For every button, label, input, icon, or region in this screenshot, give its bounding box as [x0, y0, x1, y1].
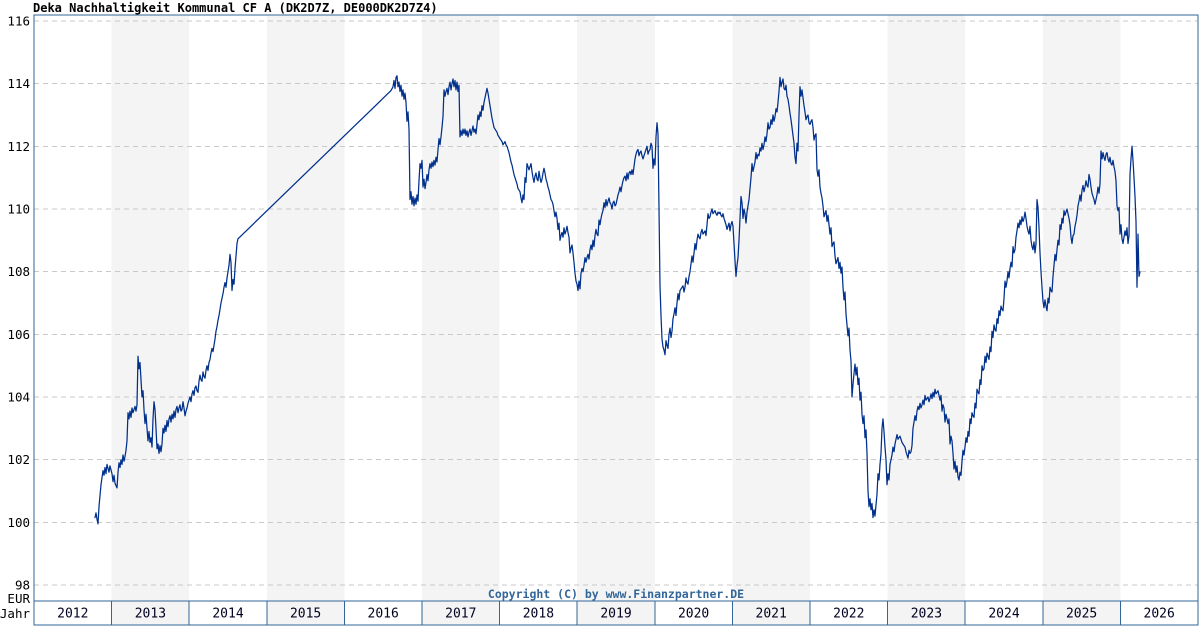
year-cell-label-2013: 2013: [135, 607, 166, 622]
year-cell-label-2023: 2023: [911, 607, 942, 622]
year-cell-2026: [1119, 600, 1199, 626]
year-cell-2020: [654, 600, 733, 626]
y-tick-label-102: 102: [7, 452, 30, 467]
price-line: [94, 75, 1141, 525]
y-tick-label-104: 104: [7, 389, 30, 404]
year-cell-label-2024: 2024: [988, 607, 1019, 622]
year-band-2018: [499, 15, 578, 601]
year-cell-2013: [111, 600, 190, 626]
year-cell-label-2016: 2016: [368, 607, 399, 622]
year-band-2015: [266, 15, 345, 601]
y-tick-label-108: 108: [7, 264, 30, 279]
year-band-2016: [344, 15, 422, 601]
year-cell-2015: [266, 600, 345, 626]
y-tick-label-114: 114: [7, 76, 30, 91]
year-cell-label-2025: 2025: [1066, 607, 1097, 622]
copyright-notice: Copyright (C) by www.Finanzpartner.DE: [488, 587, 744, 601]
year-band-2017: [422, 15, 500, 601]
y-tick-label-112: 112: [7, 139, 30, 154]
chart-title: Deka Nachhaltigkeit Kommunal CF A (DK2D7…: [33, 1, 438, 15]
year-band-2021: [732, 15, 810, 601]
year-cell-label-2019: 2019: [600, 607, 631, 622]
y-tick-label-116: 116: [7, 14, 30, 29]
year-cell-2023: [887, 600, 966, 626]
y-tick-label-106: 106: [7, 327, 30, 342]
year-band-2025: [1042, 15, 1121, 601]
year-band-2012: [34, 15, 112, 601]
year-cell-label-2012: 2012: [57, 607, 88, 622]
year-cell-2012: [33, 600, 113, 626]
x-axis-label: Jahr: [0, 606, 30, 621]
year-band-2022: [810, 15, 888, 601]
year-cell-2024: [964, 600, 1044, 626]
year-band-2014: [189, 15, 267, 601]
year-cell-2018: [499, 600, 578, 626]
year-cell-label-2018: 2018: [523, 607, 554, 622]
year-band-2024: [965, 15, 1043, 601]
year-cell-label-2026: 2026: [1144, 607, 1175, 622]
year-band-2023: [887, 15, 966, 601]
year-cell-label-2021: 2021: [756, 607, 787, 622]
y-axis-unit-label: EUR: [7, 591, 30, 606]
year-cell-2022: [809, 600, 889, 626]
year-cell-label-2014: 2014: [212, 607, 243, 622]
year-cell-2014: [188, 600, 268, 626]
year-shading-bands: [34, 15, 1198, 601]
year-cell-2016: [343, 600, 423, 626]
year-band-2020: [654, 15, 733, 601]
year-cell-label-2020: 2020: [678, 607, 709, 622]
year-cell-2025: [1042, 600, 1121, 626]
y-tick-label-110: 110: [7, 201, 30, 216]
year-cell-label-2022: 2022: [833, 607, 864, 622]
year-cell-label-2017: 2017: [445, 607, 476, 622]
y-tick-label-98: 98: [15, 577, 30, 592]
year-band-2019: [577, 15, 655, 601]
year-band-2013: [111, 15, 190, 601]
x-axis-year-row: 2012 2013 2014 2015 2016 2017 2018 2019 2020 2021…: [33, 600, 1199, 626]
year-cell-2019: [576, 600, 656, 626]
year-band-2026: [1120, 15, 1198, 601]
year-cell-label-2015: 2015: [290, 607, 321, 622]
y-tick-label-100: 100: [7, 515, 30, 530]
y-axis-tick-labels: 116 114 112 110 108 106 104 102 100 98: [7, 14, 30, 593]
year-cell-2021: [731, 600, 811, 626]
